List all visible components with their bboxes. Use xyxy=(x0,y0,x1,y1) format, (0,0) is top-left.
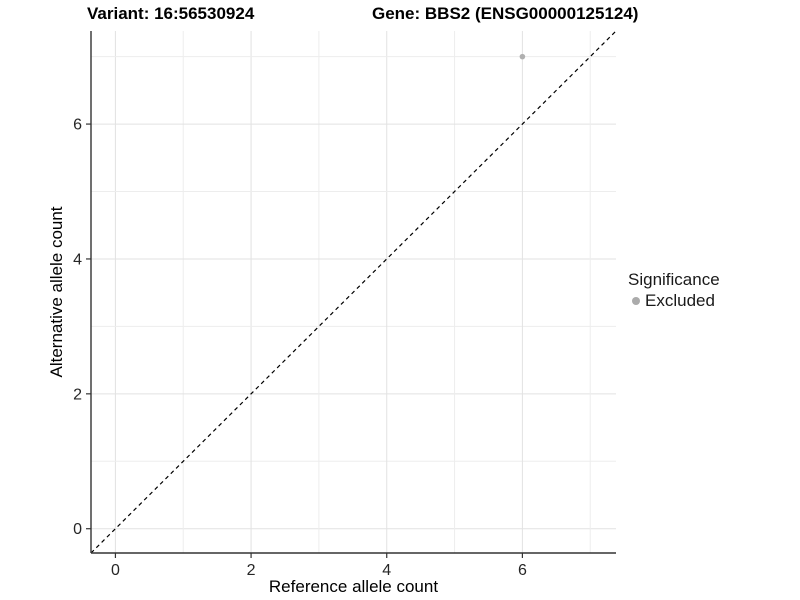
x-tick-label: 0 xyxy=(111,562,120,579)
legend-item-excluded: Excluded xyxy=(628,291,720,311)
identity-dashed-line xyxy=(90,30,617,554)
x-tick-label: 2 xyxy=(247,562,256,579)
plot-title-gene: Gene: BBS2 (ENSG00000125124) xyxy=(372,4,639,23)
legend-title: Significance xyxy=(628,270,720,289)
y-axis-title: Alternative allele count xyxy=(47,206,66,377)
y-tick-label: 4 xyxy=(73,251,82,268)
legend-point-icon xyxy=(632,297,640,305)
data-point xyxy=(519,53,526,60)
y-tick-label: 2 xyxy=(73,386,82,403)
legend-item-label: Excluded xyxy=(645,291,715,310)
x-tick-label: 4 xyxy=(382,562,391,579)
x-tick-label: 6 xyxy=(518,562,527,579)
y-tick-label: 6 xyxy=(73,117,82,134)
y-tick-label: 0 xyxy=(73,521,82,538)
plot-title-variant: Variant: 16:56530924 xyxy=(87,4,255,23)
legend: Significance Excluded xyxy=(628,270,720,311)
x-axis-title: Reference allele count xyxy=(269,577,438,596)
